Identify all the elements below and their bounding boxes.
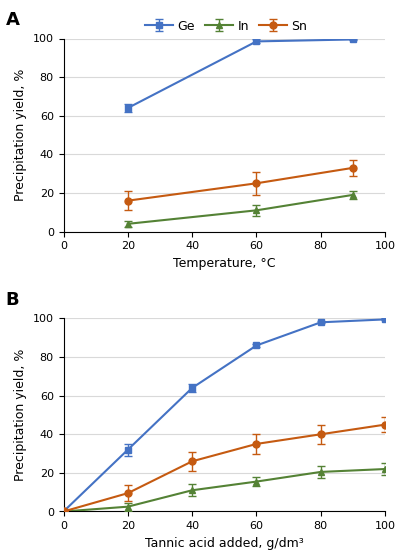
X-axis label: Temperature, °C: Temperature, °C xyxy=(173,257,276,270)
Y-axis label: Precipitation yield, %: Precipitation yield, % xyxy=(14,69,27,201)
X-axis label: Tannic acid added, g/dm³: Tannic acid added, g/dm³ xyxy=(145,537,304,550)
Legend: Ge, In, Sn: Ge, In, Sn xyxy=(140,14,312,37)
Text: A: A xyxy=(6,11,19,29)
Text: B: B xyxy=(6,291,19,309)
Y-axis label: Precipitation yield, %: Precipitation yield, % xyxy=(14,349,27,481)
